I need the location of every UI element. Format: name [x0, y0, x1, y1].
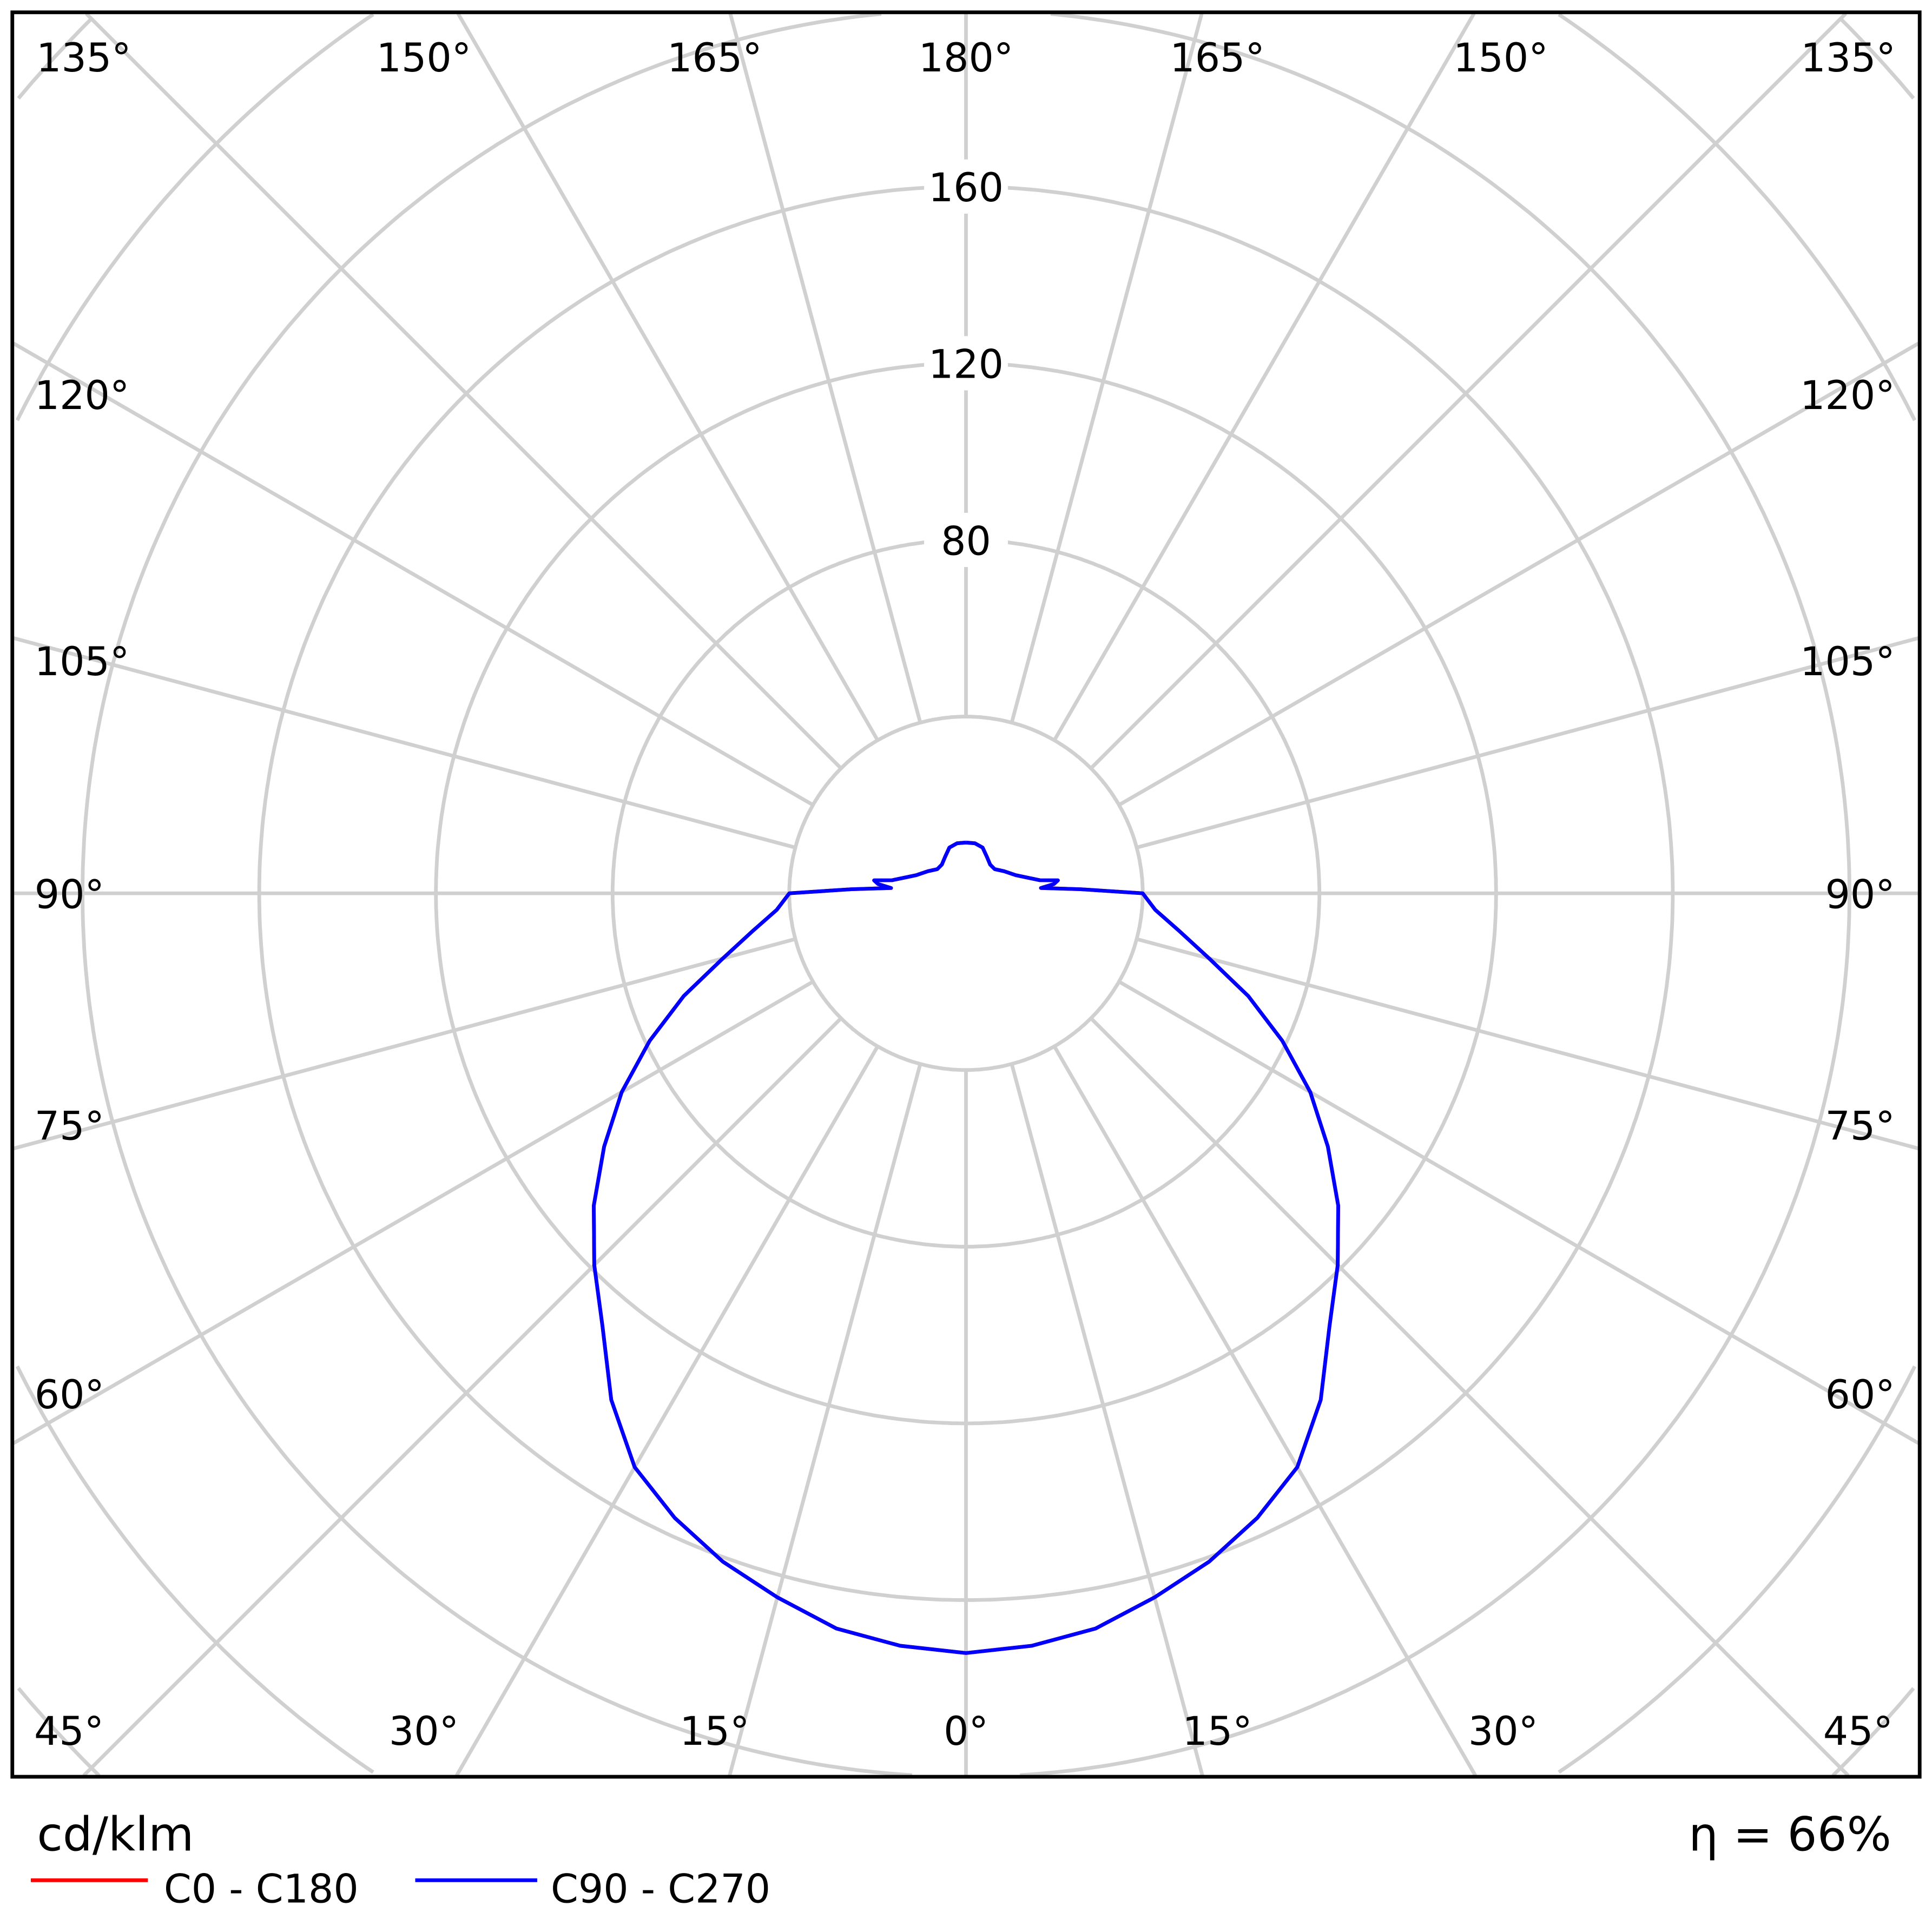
radial-tick-label: 80	[941, 518, 991, 564]
angle-label: 0°	[944, 1709, 988, 1755]
tick-label-bg	[924, 159, 1008, 214]
unit-label: cd/klm	[37, 1808, 194, 1862]
angle-label: 45°	[1823, 1709, 1893, 1755]
grid-spoke	[13, 636, 796, 849]
angle-label: 15°	[1183, 1709, 1252, 1755]
angle-label: 120°	[1800, 373, 1895, 419]
plot-frame	[10, 10, 1922, 1779]
angle-label: 60°	[35, 1372, 104, 1418]
efficiency-label: η = 66%	[1689, 1808, 1891, 1862]
angle-label: 135°	[1801, 35, 1896, 81]
angle-label: 30°	[1468, 1709, 1538, 1755]
grid-circle-240	[15, 1365, 374, 1774]
angle-label: 75°	[1825, 1104, 1895, 1150]
grid-circle-280	[17, 1687, 101, 1777]
grid-circle-200	[1050, 12, 1851, 894]
grid-spoke	[1090, 1017, 1850, 1777]
grid-spoke	[1136, 636, 1919, 849]
polar-grid	[12, 12, 1920, 1777]
angle-label: 105°	[1800, 639, 1895, 685]
series-curve-c90-c270	[592, 840, 1340, 1655]
radial-tick-label: 160	[928, 165, 1004, 211]
grid-spoke	[13, 937, 796, 1151]
grid-spoke	[12, 341, 814, 807]
angle-label: 180°	[919, 35, 1014, 81]
angle-label: 165°	[667, 35, 762, 81]
angle-label: 165°	[1170, 35, 1265, 81]
grid-spoke	[1010, 1063, 1204, 1776]
grid-circle-40	[787, 715, 1145, 1072]
grid-circle-240	[1558, 12, 1917, 421]
legend-label-c0-c180: C0 - C180	[164, 1866, 359, 1912]
grid-spoke	[1136, 937, 1919, 1151]
axis-labels: 80 120 160 135° 150° 165° 180° 165° 150° 135° 45° 3…	[34, 35, 1896, 1755]
radial-tick-label: 120	[928, 342, 1004, 388]
grid-circle-200	[1020, 893, 1851, 1777]
angle-label: 60°	[1825, 1372, 1895, 1418]
angle-label: 75°	[35, 1104, 104, 1150]
angle-label: 135°	[36, 35, 131, 81]
grid-spoke	[85, 12, 842, 770]
grid-circle-240	[1558, 1365, 1917, 1774]
grid-circle-280	[1831, 1687, 1915, 1777]
tick-label-bg	[924, 336, 1008, 391]
curves	[592, 840, 1340, 1655]
grid-spoke	[1090, 12, 1847, 770]
grid-spoke	[1052, 12, 1476, 742]
grid-spoke	[455, 1045, 880, 1777]
tick-label-bg	[924, 512, 1008, 568]
grid-spoke	[1118, 341, 1920, 807]
angle-label: 90°	[1825, 872, 1895, 918]
angle-label: 30°	[389, 1709, 459, 1755]
grid-circle-240	[15, 12, 374, 421]
grid-circle-200	[81, 12, 912, 1777]
angle-label: 120°	[35, 373, 130, 419]
grid-circle-280	[17, 17, 93, 100]
grid-circle-280	[1839, 17, 1915, 100]
grid-spoke	[82, 1017, 842, 1777]
angle-label: 15°	[680, 1709, 749, 1755]
grid-spoke	[1010, 13, 1204, 723]
grid-spoke	[12, 980, 814, 1445]
grid-spoke	[1052, 1045, 1477, 1777]
angle-label: 45°	[34, 1709, 104, 1755]
angle-label: 90°	[35, 872, 104, 918]
angle-label: 105°	[35, 639, 130, 685]
angle-label: 150°	[1453, 35, 1548, 81]
grid-spoke	[728, 1063, 922, 1776]
grid-spoke	[1118, 980, 1920, 1445]
grid-spoke	[728, 13, 922, 723]
legend-label-c90-c270: C90 - C270	[551, 1866, 770, 1912]
grid-spoke	[456, 12, 880, 742]
angle-label: 150°	[377, 35, 472, 81]
